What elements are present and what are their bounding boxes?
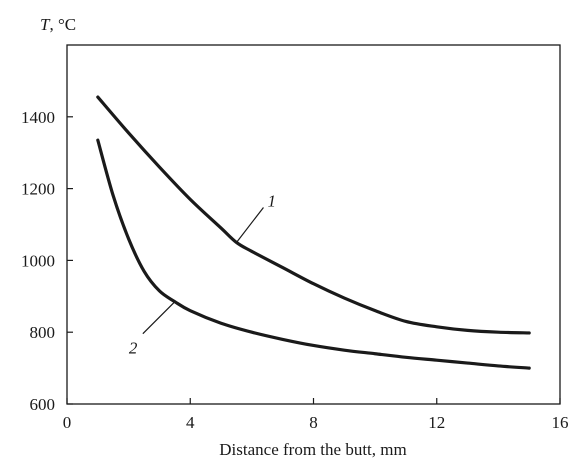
curve-labels-group: 12 bbox=[129, 191, 276, 357]
y-tick-label: 1000 bbox=[21, 251, 55, 270]
x-tick-label: 16 bbox=[552, 413, 569, 432]
y-axis-symbol: T bbox=[40, 15, 51, 34]
y-axis-label: T, °C bbox=[40, 15, 76, 34]
x-tick-label: 12 bbox=[428, 413, 445, 432]
y-axis-unit: , °C bbox=[49, 15, 76, 34]
curve-2 bbox=[96, 138, 531, 370]
leader-line-2 bbox=[142, 301, 176, 335]
x-tick-label: 8 bbox=[309, 413, 318, 432]
y-tick-label: 800 bbox=[30, 323, 56, 342]
leader-line-1 bbox=[235, 207, 264, 243]
y-tick-label: 600 bbox=[30, 395, 56, 414]
x-tick-label: 4 bbox=[186, 413, 195, 432]
curve-label-1: 1 bbox=[267, 191, 276, 210]
curve-1 bbox=[96, 95, 531, 335]
y-tick-label: 1400 bbox=[21, 108, 55, 127]
x-tick-label: 0 bbox=[63, 413, 72, 432]
x-axis-label: Distance from the butt, mm bbox=[219, 440, 406, 459]
curves-group bbox=[96, 95, 531, 370]
y-tick-label: 1200 bbox=[21, 180, 55, 199]
curve-label-2: 2 bbox=[129, 339, 138, 358]
plot-frame bbox=[66, 44, 561, 405]
